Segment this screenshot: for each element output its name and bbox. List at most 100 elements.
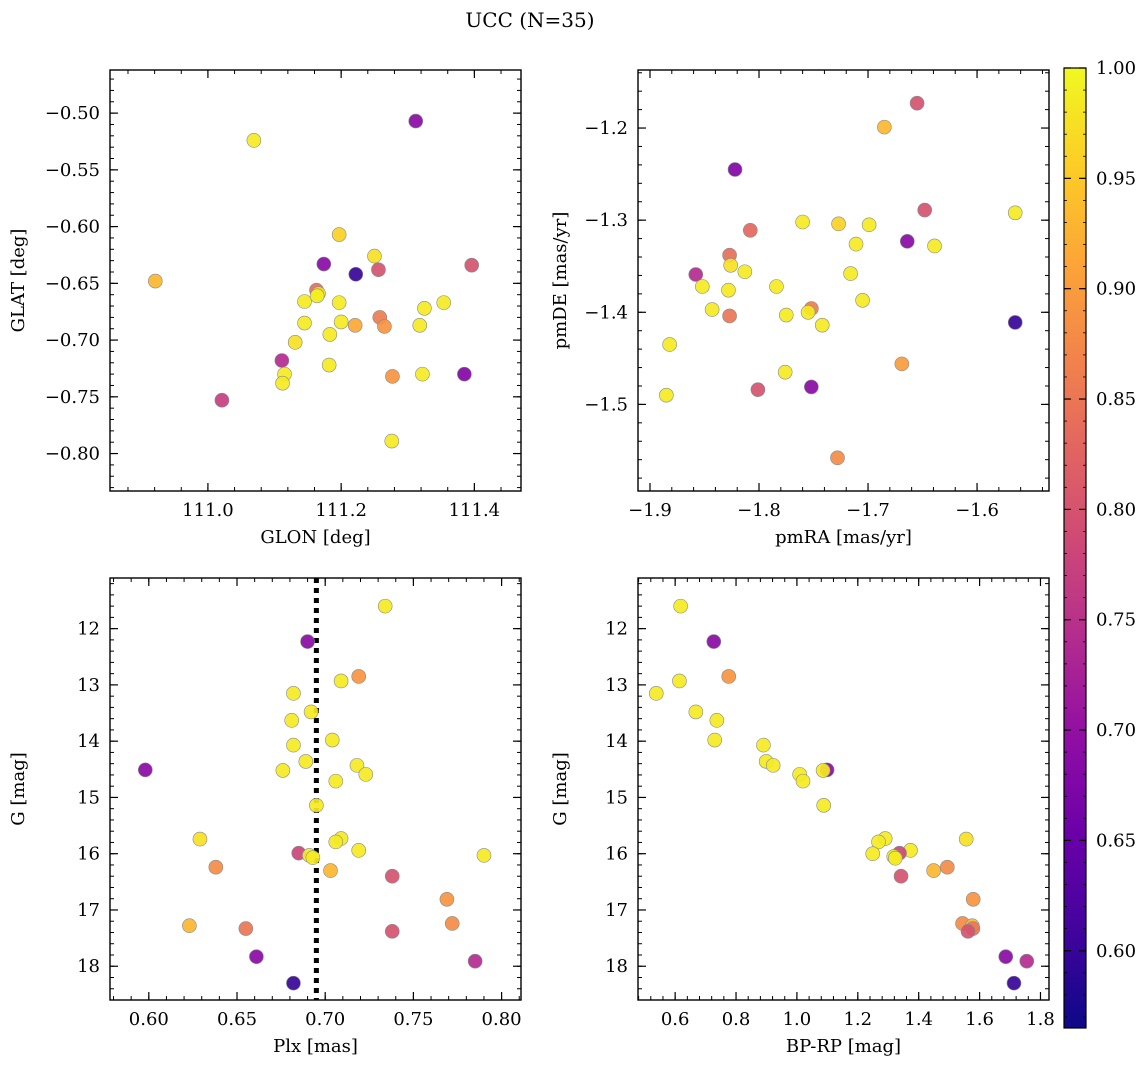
scatter-point xyxy=(737,264,753,280)
scatter-point xyxy=(927,238,942,254)
scatter-point xyxy=(707,732,723,748)
panel-4: 0.6 0.8 1.0 1.2 1.4 1.6 1.8 12 13 14 15 16 17 18 BP-RP… xyxy=(550,577,1055,1057)
scatter-point xyxy=(688,704,704,720)
y-tick-label: −0.70 xyxy=(45,330,100,351)
scatter-point xyxy=(331,227,347,242)
scatter-point xyxy=(275,763,291,778)
scatter-point xyxy=(800,304,816,320)
scatter-point xyxy=(998,949,1014,964)
scatter-point xyxy=(323,863,338,878)
y-tick-label: −0.55 xyxy=(45,160,100,181)
colorbar-tick-label: 0.90 xyxy=(1096,279,1136,300)
x-tick-label: 0.6 xyxy=(661,1009,690,1030)
scatter-point xyxy=(721,669,737,684)
scatter-point xyxy=(778,307,794,323)
y-tick-label: 18 xyxy=(605,956,628,977)
y-tick-label: 14 xyxy=(605,731,628,752)
x-tick-label: 111.4 xyxy=(449,500,501,521)
scatter-point xyxy=(756,737,771,753)
y-tick-label: 15 xyxy=(77,787,100,808)
x-tick-label: 0.60 xyxy=(129,1009,169,1030)
y-tick-label: 13 xyxy=(77,675,100,696)
axes-frame xyxy=(637,577,1050,1001)
scatter-point xyxy=(305,850,321,865)
scatter-point xyxy=(1006,975,1022,991)
y-tick-label: −0.60 xyxy=(45,217,100,238)
x-tick-label: −1.6 xyxy=(955,500,999,521)
scatter-point xyxy=(415,366,430,382)
x-axis-label: pmRA [mas/yr] xyxy=(775,527,912,548)
panel-2: −1.9 −1.8 −1.7 −1.6 −1.2 −1.3 −1.4 −1.5 pmRA [ma… xyxy=(550,69,1050,548)
scatter-point xyxy=(855,293,870,308)
y-axis-label: GLAT [deg] xyxy=(8,229,29,333)
scatter-point xyxy=(848,236,864,252)
axes-frame xyxy=(109,69,522,492)
scatter-point xyxy=(297,315,312,331)
scatter-point xyxy=(695,279,710,294)
scatter-point xyxy=(316,256,332,272)
scatter-point xyxy=(727,162,743,177)
scatter-point xyxy=(871,834,886,850)
scatter-point xyxy=(384,433,400,449)
scatter-point xyxy=(750,382,766,397)
scatter-point xyxy=(467,953,483,969)
scatter-point xyxy=(777,364,793,380)
scatter-point xyxy=(367,248,382,264)
scatter-point xyxy=(347,318,363,333)
x-tick-label: −1.8 xyxy=(737,500,781,521)
scatter-point xyxy=(384,924,400,939)
y-tick-label: 12 xyxy=(605,619,628,640)
x-tick-label: 0.8 xyxy=(722,1009,751,1030)
scatter-point xyxy=(940,859,955,875)
y-tick-label: −1.5 xyxy=(584,394,628,415)
scatter-point xyxy=(742,222,758,238)
scatter-point xyxy=(286,737,301,753)
scatter-point xyxy=(182,918,197,934)
scatter-point xyxy=(137,762,153,778)
x-tick-label: 0.70 xyxy=(305,1009,345,1030)
scatter-point xyxy=(865,846,881,862)
y-tick-label: −1.4 xyxy=(584,302,628,323)
x-tick-label: −1.7 xyxy=(846,500,890,521)
scatter-point xyxy=(309,798,324,813)
x-tick-label: 0.75 xyxy=(393,1009,433,1030)
scatter-point xyxy=(814,317,830,333)
scatter-point xyxy=(769,279,784,294)
colorbar-bar xyxy=(1063,67,1087,1029)
scatter-point xyxy=(287,335,303,350)
colorbar-tick-label: 0.95 xyxy=(1096,168,1136,189)
scatter-point xyxy=(1007,205,1023,221)
scatter-point xyxy=(672,673,687,689)
scatter-point xyxy=(384,868,400,884)
scatter-point xyxy=(815,763,831,778)
colorbar-tick-label: 0.80 xyxy=(1096,499,1136,520)
scatter-point xyxy=(861,217,877,233)
scatter-point xyxy=(274,353,290,368)
y-tick-label: −0.50 xyxy=(45,103,100,124)
x-tick-label: 1.6 xyxy=(965,1009,994,1030)
scatter-point xyxy=(476,848,492,863)
scatter-point xyxy=(893,868,909,884)
scatter-point xyxy=(328,773,344,789)
scatter-point xyxy=(917,202,933,218)
scatter-point xyxy=(298,754,314,769)
y-tick-label: 15 xyxy=(605,787,628,808)
scatter-point xyxy=(877,119,892,135)
colorbar-tick-label: 0.65 xyxy=(1096,830,1136,851)
scatter-point xyxy=(659,387,674,403)
scatter-point xyxy=(899,234,915,249)
scatter-point xyxy=(377,319,392,334)
scatter-point xyxy=(331,295,347,310)
x-tick-label: 0.80 xyxy=(482,1009,522,1030)
scatter-point xyxy=(926,863,941,878)
y-tick-label: 12 xyxy=(77,619,100,640)
y-tick-label: −0.80 xyxy=(45,444,100,465)
colorbar-tick-label: 0.70 xyxy=(1096,720,1136,741)
scatter-point xyxy=(723,257,738,273)
scatter-point xyxy=(439,891,455,907)
scatter-point xyxy=(887,850,903,866)
scatter-point xyxy=(1019,953,1035,969)
scatter-point xyxy=(436,295,452,310)
scatter-point xyxy=(351,669,367,684)
scatter-point xyxy=(303,704,319,720)
